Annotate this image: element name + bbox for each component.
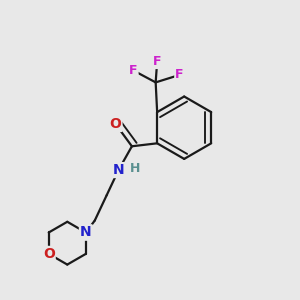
Text: O: O: [110, 117, 122, 131]
Text: F: F: [175, 68, 184, 82]
Text: N: N: [80, 226, 92, 239]
Text: N: N: [80, 226, 92, 239]
Text: F: F: [129, 64, 138, 77]
Text: N: N: [113, 163, 124, 177]
Text: H: H: [130, 162, 140, 175]
Text: F: F: [153, 55, 161, 68]
Text: O: O: [43, 247, 55, 261]
